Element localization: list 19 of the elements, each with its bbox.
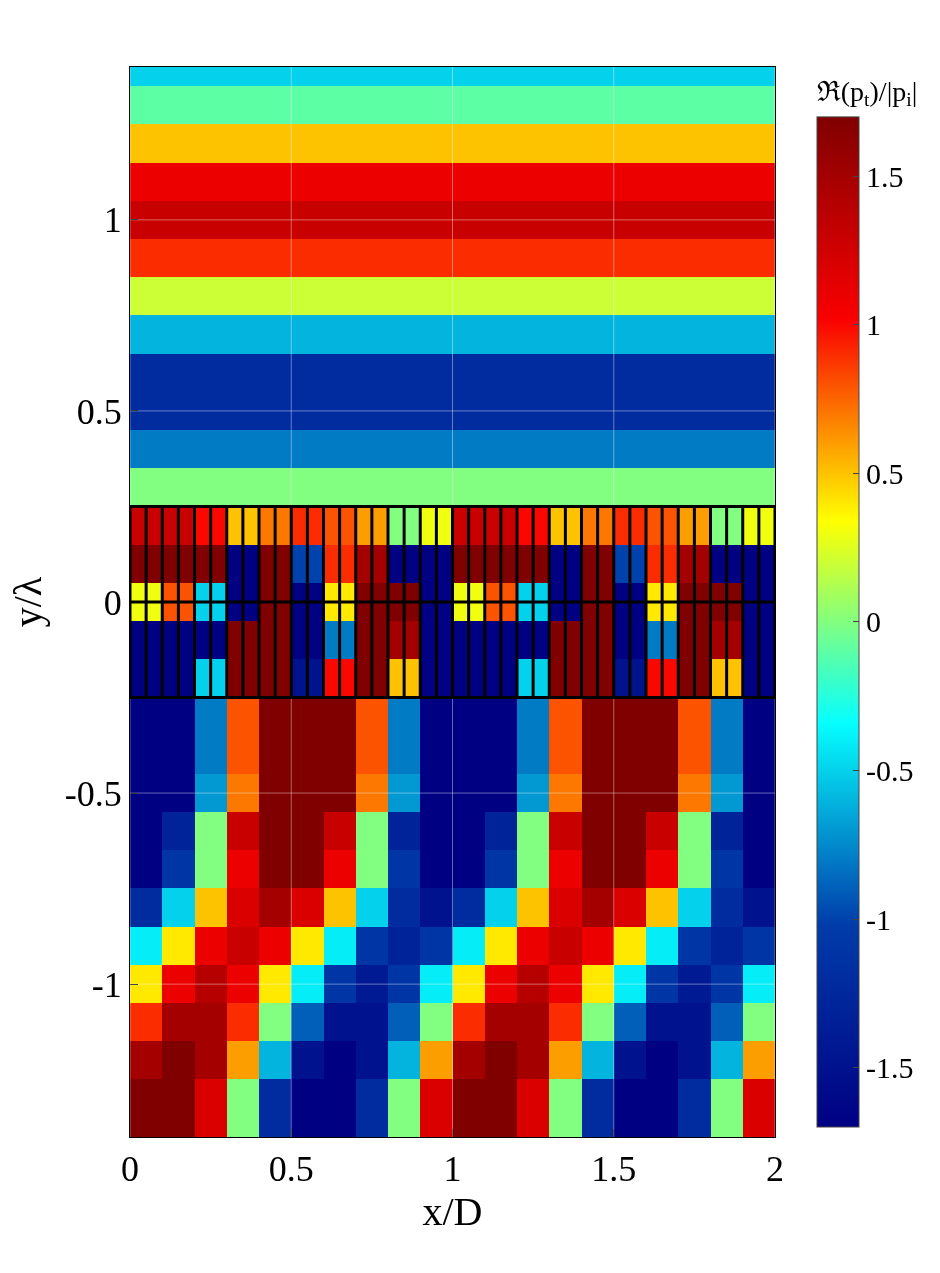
color-bar-label: 0.5 (866, 456, 904, 490)
x-tick-label: 2 (766, 1149, 784, 1190)
y-tick-label: -1 (91, 964, 122, 1005)
x-tick-label: 1.5 (591, 1149, 637, 1190)
color-bar-label: -1 (866, 902, 891, 936)
color-bar-label: 1.5 (866, 159, 904, 193)
y-tick-label: 1 (103, 200, 122, 241)
y-axis-title: y/λ (5, 576, 51, 628)
color-bar-label: 0 (866, 605, 881, 639)
y-tick-label: 0 (103, 582, 122, 623)
color-bar-label: 1 (866, 308, 881, 342)
color-bar-title: ℜ(p$_{t}$)/|p$_{i}$| (816, 75, 918, 111)
x-tick-label: 1 (443, 1149, 462, 1190)
x-tick-label: 0.5 (268, 1149, 314, 1190)
color-bar-label: -1.5 (866, 1051, 914, 1085)
y-tick-label: -0.5 (64, 773, 122, 814)
y-tick-label: 0.5 (76, 391, 122, 432)
color-bar-label: -0.5 (866, 753, 914, 787)
x-axis-title: x/D (422, 1189, 483, 1235)
